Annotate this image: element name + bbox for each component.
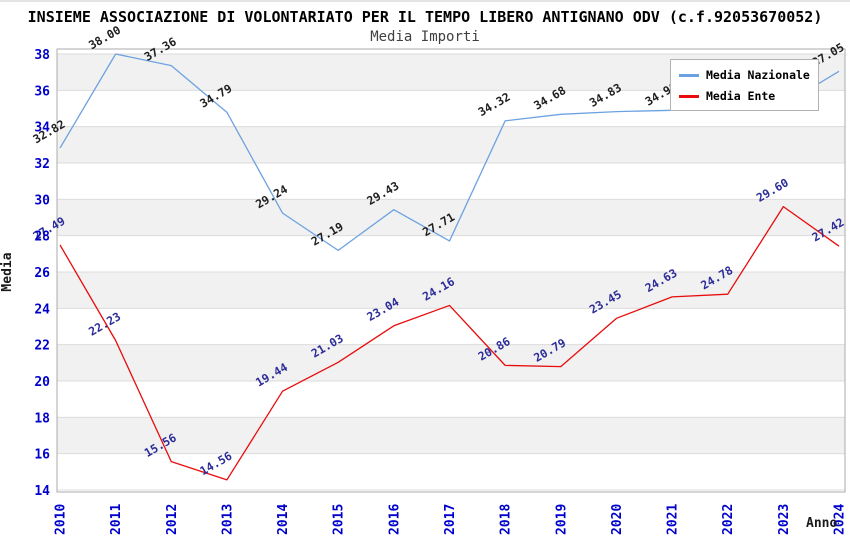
y-tick-label: 18 — [34, 411, 50, 426]
y-axis-title: Media — [0, 252, 15, 292]
legend-item-media-ente[interactable]: Media Ente — [679, 89, 810, 103]
x-tick-label: 2013 — [220, 504, 235, 535]
band — [57, 344, 845, 381]
media-nazionale-line-swatch-icon — [679, 73, 699, 77]
x-tick-label: 2012 — [165, 504, 180, 535]
x-axis-title: Anno — [806, 516, 838, 531]
x-tick-label: 2011 — [109, 504, 124, 535]
x-tick-label: 2017 — [443, 504, 458, 535]
value-label: 38.00 — [86, 23, 123, 52]
band — [57, 126, 845, 163]
media-ente-line — [59, 205, 840, 481]
legend-label-media-ente: Media Ente — [706, 89, 776, 103]
x-tick-label: 2021 — [666, 504, 681, 535]
x-tick-label: 2015 — [332, 504, 347, 535]
band — [57, 417, 845, 454]
legend-label-media-nazionale: Media Nazionale — [706, 68, 810, 82]
legend: Media Nazionale Media Ente — [670, 59, 819, 111]
y-tick-label: 38 — [34, 48, 50, 63]
y-tick-label: 32 — [34, 157, 50, 172]
plot-border — [56, 48, 846, 493]
y-tick-label: 28 — [34, 230, 50, 245]
x-tick-label: 2016 — [387, 504, 402, 535]
chart-title: INSIEME ASSOCIAZIONE DI VOLONTARIATO PER… — [27, 8, 823, 26]
x-tick-label: 2022 — [721, 504, 736, 535]
x-tick-label: 2019 — [554, 504, 569, 535]
chart-subtitle: Media Importi — [370, 29, 480, 45]
y-tick-label: 22 — [34, 339, 50, 354]
band — [57, 272, 845, 309]
y-tick-label: 26 — [34, 266, 50, 281]
y-tick-label: 24 — [34, 302, 50, 317]
x-tick-label: 2024 — [833, 504, 848, 535]
x-tick-label: 2020 — [610, 504, 625, 535]
y-tick-label: 36 — [34, 84, 50, 99]
y-tick-label: 30 — [34, 193, 50, 208]
media-ente-line-swatch-icon — [679, 94, 699, 98]
x-tick-label: 2014 — [276, 504, 291, 535]
y-tick-label: 14 — [34, 484, 50, 499]
legend-item-media-nazionale[interactable]: Media Nazionale — [679, 68, 810, 82]
x-tick-label: 2018 — [499, 504, 514, 535]
band — [57, 199, 845, 236]
y-tick-label: 20 — [34, 375, 50, 390]
x-tick-label: 2023 — [777, 504, 792, 535]
y-tick-label: 34 — [34, 121, 50, 136]
y-tick-label: 16 — [34, 448, 50, 463]
x-tick-label: 2010 — [54, 504, 69, 535]
